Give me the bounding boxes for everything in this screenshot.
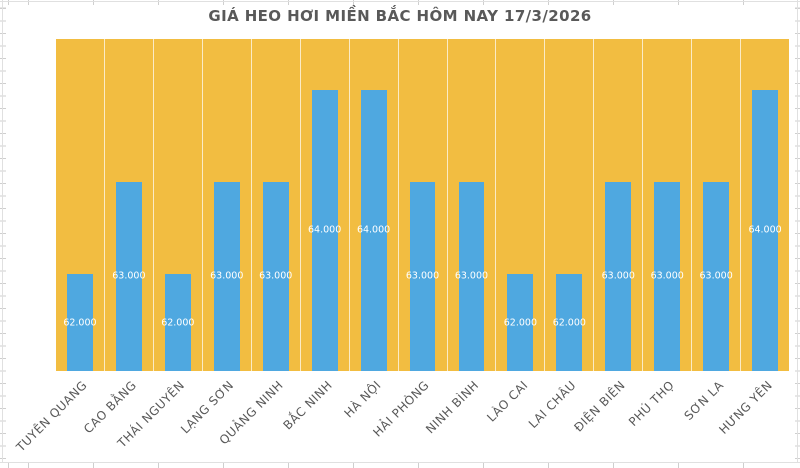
bar: 63.000: [259, 181, 292, 371]
category-slot: 64.000 BẮC NINH: [280, 39, 349, 433]
bar: 63.000: [651, 181, 684, 371]
bar: 62.000: [504, 274, 537, 371]
bar: 63.000: [700, 181, 733, 371]
sheet-gridline-ticks-top: [0, 0, 800, 5]
bar-value-label: 63.000: [112, 270, 146, 282]
x-axis-label: ĐIỆN BIÊN: [571, 378, 629, 435]
bar-value-label: 62.000: [552, 317, 586, 329]
bar: 63.000: [210, 181, 243, 371]
bar-value-label: 64.000: [308, 224, 342, 236]
x-axis-label: TUYÊN QUANG: [13, 378, 90, 455]
bar: 62.000: [161, 274, 194, 371]
bar-value-label: 63.000: [405, 270, 440, 282]
sheet-gridline-top: [0, 1, 800, 2]
bar: 63.000: [455, 181, 488, 371]
category-slot: 63.000 PHÚ THỌ: [626, 39, 691, 429]
bar: 64.000: [357, 89, 390, 371]
bar-value-label: 64.000: [748, 224, 782, 236]
x-axis-label: BẮC NINH: [279, 378, 335, 433]
category-slot: 63.000 ĐIỆN BIÊN: [572, 39, 642, 435]
category-slot: 63.000 HẢI PHÒNG: [371, 39, 447, 440]
category-slot: 62.000 LÀO CAI: [484, 39, 544, 425]
bar-value-label: 63.000: [454, 270, 489, 282]
bar: 63.000: [112, 181, 146, 371]
category-slot: 62.000 LAI CHÂU: [526, 39, 593, 431]
bar-value-label: 63.000: [210, 270, 244, 282]
category-slot: 63.000 SƠN LA: [681, 39, 740, 423]
plot-area: 62.000 TUYÊN QUANG 63.000 CAO BẰNG 62.000 THÁ…: [13, 39, 789, 454]
category-slot: 63.000 NINH BÌNH: [423, 39, 496, 436]
sheet-gridline-right: [797, 0, 798, 463]
category-slot: 64.000 HÀ NỘI: [341, 39, 398, 420]
bar-value-label: 63.000: [259, 270, 293, 282]
bar: 62.000: [63, 274, 97, 371]
bar-value-label: 62.000: [63, 317, 97, 329]
sheet-gridline-ticks-bottom: [0, 462, 800, 468]
x-axis-label: PHÚ THỌ: [626, 378, 678, 430]
sheet-gridline-left: [2, 0, 3, 463]
category-slot: 62.000 TUYÊN QUANG: [13, 39, 104, 454]
category-slot: 63.000 LẠNG SƠN: [178, 39, 251, 436]
bar: 64.000: [308, 89, 341, 371]
bar: 63.000: [406, 181, 439, 371]
bar-value-label: 64.000: [356, 224, 391, 236]
category-slot: 63.000 QUẢNG NINH: [216, 39, 300, 447]
bar-value-label: 62.000: [503, 317, 538, 329]
bar-value-label: 63.000: [650, 270, 684, 282]
category-slot: 62.000 THÁI NGUYÊN: [115, 39, 202, 450]
bar-value-label: 63.000: [601, 270, 635, 282]
x-axis-label: HÀ NỘI: [341, 378, 384, 421]
bar: 64.000: [748, 89, 782, 371]
bar: 62.000: [553, 274, 586, 371]
x-axis-label: SƠN LA: [681, 378, 727, 423]
chart-title: GIÁ HEO HƠI MIỀN BẮC HÔM NAY 17/3/2026: [208, 7, 592, 25]
bar: 63.000: [602, 181, 635, 371]
x-axis-label: LÀO CAI: [483, 378, 531, 425]
category-slot: 64.000 HƯNG YÊN: [716, 39, 789, 437]
sheet-gridline-bottom: [0, 462, 800, 463]
bar-value-label: 63.000: [699, 270, 733, 282]
sheet-gridline-ticks-left: [0, 0, 6, 463]
bar-value-label: 62.000: [161, 317, 195, 329]
category-slot: 63.000 CAO BẰNG: [81, 39, 153, 436]
